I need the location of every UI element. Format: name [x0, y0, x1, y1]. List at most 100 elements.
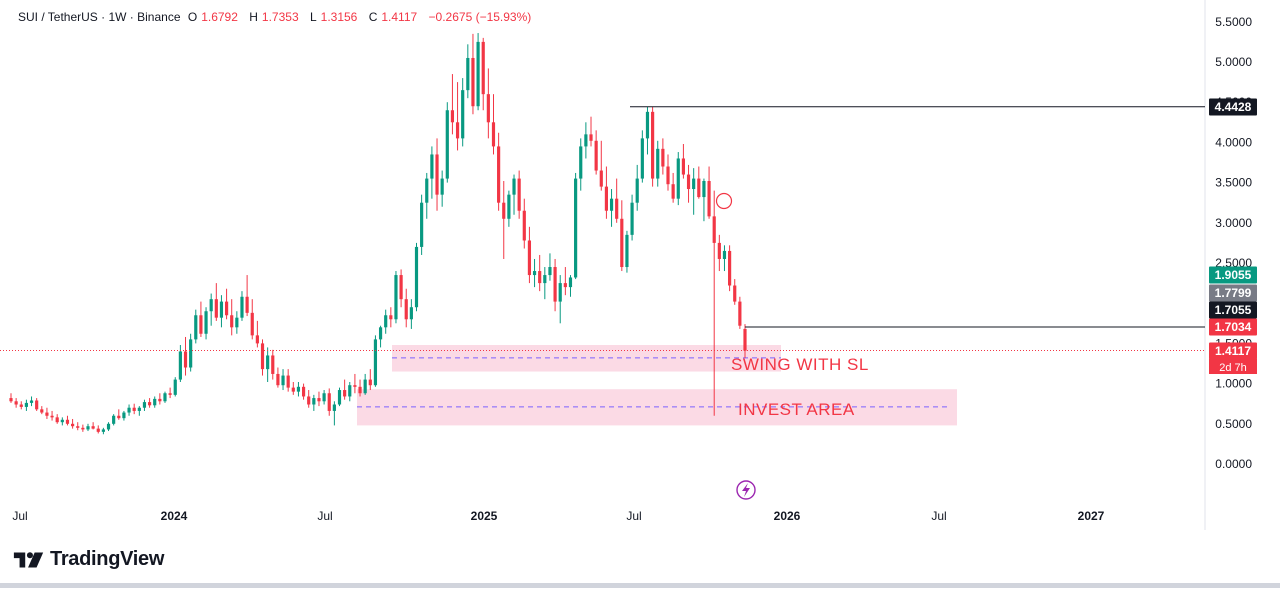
x-tick-label: Jul — [626, 509, 641, 523]
candle-body — [532, 271, 537, 276]
candle-body — [574, 178, 578, 278]
invest-label: INVEST AREA — [738, 400, 855, 419]
candle-body — [404, 299, 408, 320]
candle-body — [363, 379, 367, 394]
candle-body — [219, 301, 224, 318]
candle-body — [189, 339, 193, 368]
candle-body — [579, 146, 583, 179]
candle-body — [512, 178, 516, 195]
candle-body — [224, 301, 229, 316]
y-tick-label: 1.0000 — [1215, 377, 1252, 391]
change-value: −0.2675 (−15.93%) — [428, 10, 532, 24]
candle-body — [183, 351, 188, 368]
candle-body — [60, 419, 64, 423]
candle-body — [558, 283, 562, 302]
candle-body — [445, 110, 449, 179]
candle-body — [65, 419, 70, 424]
candle-body — [45, 412, 49, 416]
lightning-circle — [736, 480, 756, 500]
candle-body — [568, 277, 573, 288]
x-tick-label: Jul — [12, 509, 27, 523]
candle-body — [707, 180, 711, 217]
candle-body — [348, 385, 352, 397]
candle-body — [9, 398, 13, 402]
candle-body — [147, 402, 152, 406]
candle-body — [71, 423, 75, 427]
low-label: L — [309, 10, 317, 24]
candle-body — [609, 198, 614, 211]
candle-body — [656, 148, 660, 179]
candle-body — [368, 379, 372, 386]
candle-body — [563, 283, 567, 288]
tradingview-brand[interactable]: TradingView — [12, 548, 164, 571]
candle-body — [702, 180, 706, 198]
candle-body — [307, 396, 311, 405]
candle-body — [440, 178, 444, 195]
candle-body — [204, 311, 208, 334]
candle-body — [81, 427, 85, 430]
y-tick-label: 5.0000 — [1215, 55, 1252, 69]
tradingview-logo-icon — [13, 551, 44, 568]
candle-body — [29, 400, 34, 403]
lightning-bolt — [742, 483, 750, 497]
candle-body — [214, 299, 218, 318]
candle-body — [604, 186, 609, 211]
candle-body — [343, 390, 347, 397]
y-tick-label: 3.0000 — [1215, 216, 1252, 230]
candle-body — [245, 296, 249, 313]
candle-body — [286, 375, 290, 388]
candle-body — [332, 404, 336, 411]
circle-marker — [715, 192, 733, 210]
candle-body — [471, 57, 475, 107]
price-label-text: 1.7055 — [1215, 303, 1252, 317]
price-label-text: 1.4117 — [1215, 344, 1251, 358]
candle-body — [76, 426, 80, 428]
candle-body — [384, 315, 388, 328]
price-label-tag — [1209, 98, 1257, 116]
x-tick-label: 2026 — [774, 509, 801, 523]
candle-body — [373, 339, 378, 386]
candle-body — [589, 134, 593, 141]
open-label: O — [187, 10, 198, 24]
candle-body — [717, 242, 721, 259]
candle-body — [430, 154, 434, 179]
candle-body — [543, 275, 547, 284]
candle-body — [322, 393, 326, 402]
candle-body — [640, 138, 644, 179]
candle-body — [163, 393, 167, 402]
candle-body — [466, 57, 470, 91]
candle-body — [481, 41, 485, 95]
candle-body — [50, 415, 54, 418]
candle-body — [722, 250, 727, 259]
candle-body — [645, 111, 650, 139]
candle-body — [599, 170, 603, 187]
candle-body — [681, 158, 685, 175]
candle-body — [712, 216, 716, 243]
high-value: 1.7353 — [261, 10, 299, 24]
y-tick-label: 3.5000 — [1215, 176, 1252, 190]
candle-body — [117, 415, 121, 419]
candle-body — [24, 402, 28, 407]
candle-body — [686, 174, 691, 190]
candle-body — [553, 267, 557, 302]
candle-body — [168, 393, 172, 395]
candle-body — [281, 375, 285, 386]
candle-body — [250, 312, 254, 336]
candle-body — [86, 426, 90, 430]
countdown-text: 2d 7h — [1219, 362, 1247, 374]
candle-body — [538, 271, 542, 284]
candle-body — [435, 154, 439, 195]
candle-body — [260, 343, 265, 370]
candle-body — [378, 327, 383, 340]
candle-body — [389, 315, 393, 320]
candle-body — [158, 398, 162, 402]
candle-body — [122, 412, 126, 419]
symbol-title[interactable]: SUI / TetherUS · 1W · Binance — [18, 10, 181, 24]
x-tick-label: 2027 — [1078, 509, 1105, 523]
x-tick-label: 2025 — [471, 509, 498, 523]
candle-body — [55, 417, 59, 423]
price-label-text: 4.4428 — [1215, 100, 1252, 114]
candle-body — [235, 317, 239, 328]
